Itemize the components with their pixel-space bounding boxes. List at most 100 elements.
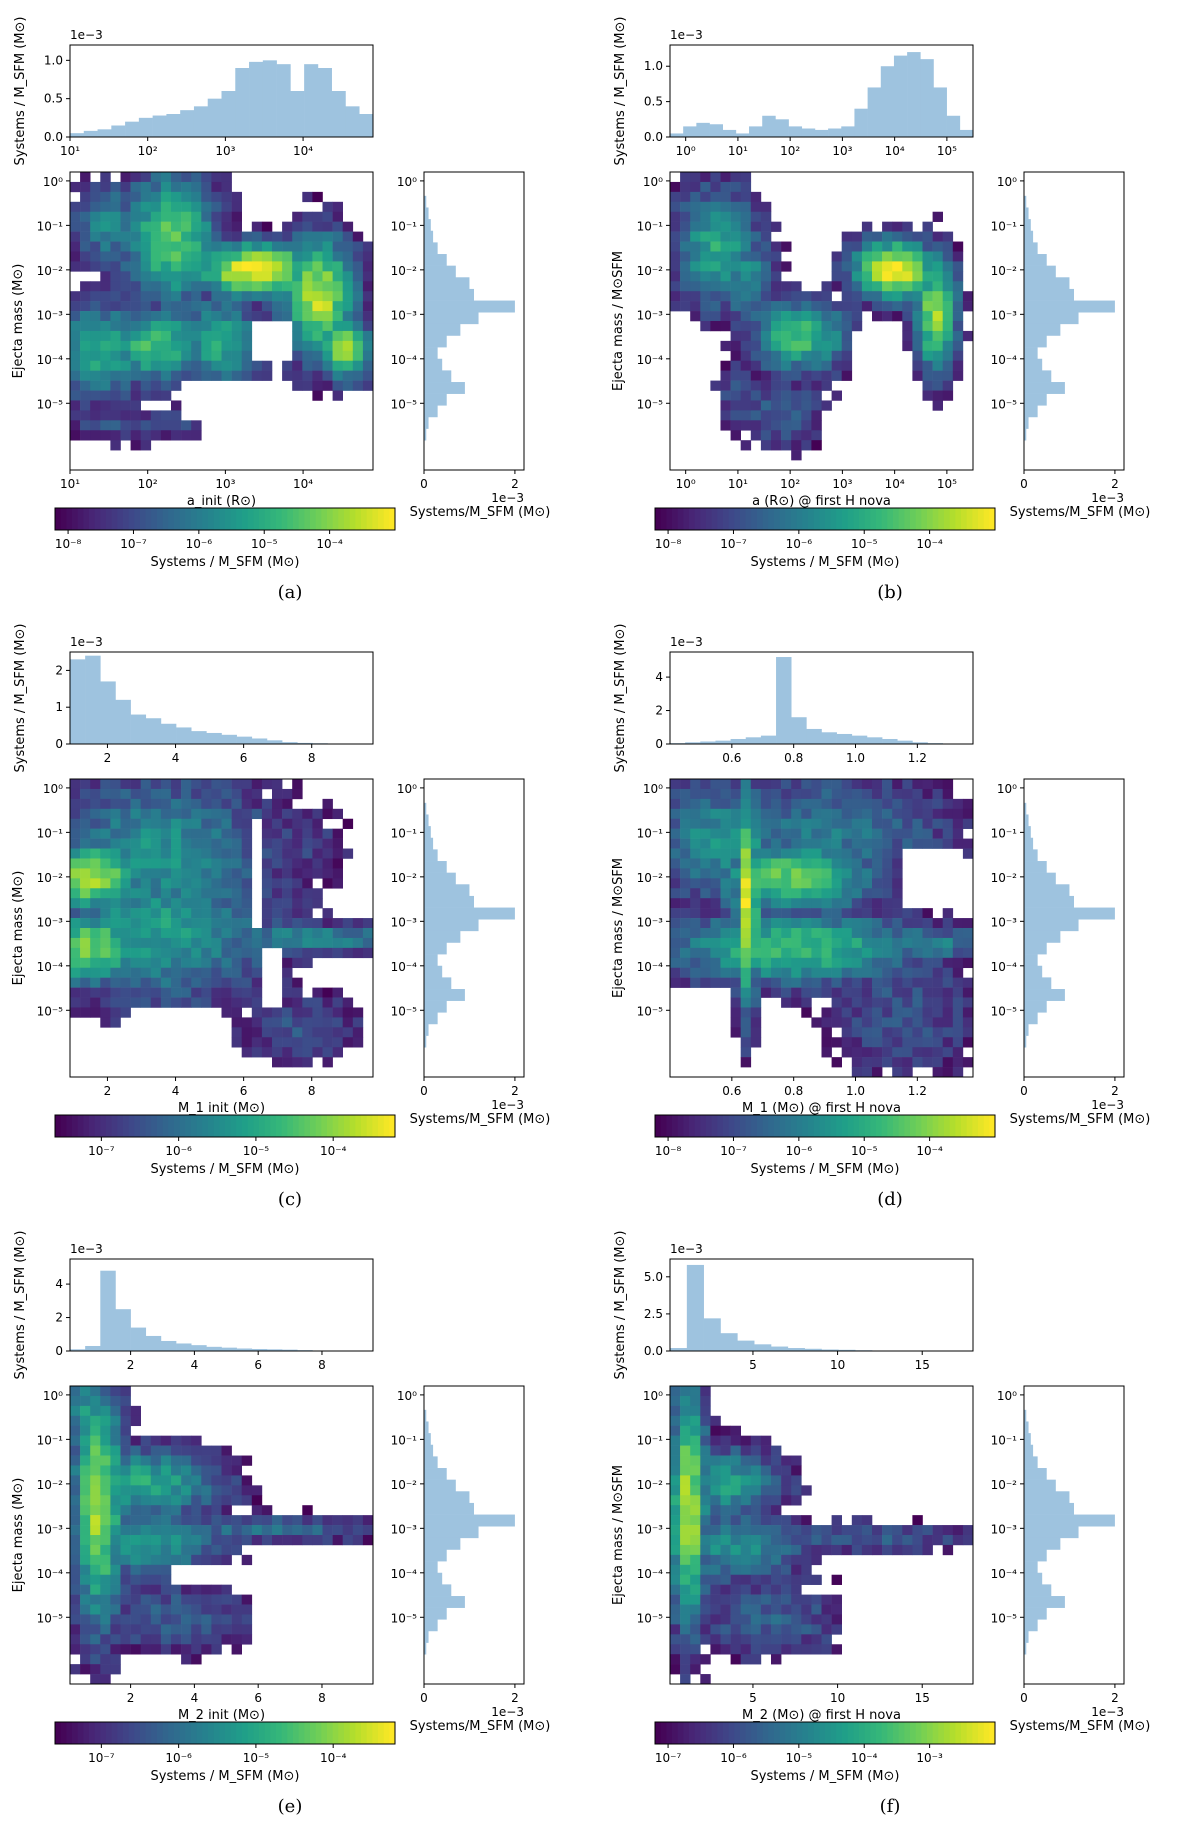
heatmap-cell <box>292 997 303 1008</box>
heatmap-cell <box>872 1067 883 1078</box>
heatmap-cell <box>942 321 954 332</box>
heatmap-cell <box>760 211 772 222</box>
heatmap-cell <box>80 380 91 391</box>
heatmap-cell <box>150 918 162 929</box>
heatmap-cell <box>352 241 364 252</box>
heatmap-cell <box>811 1604 822 1615</box>
colorbar-swatch <box>740 508 747 530</box>
heatmap-cell <box>892 967 903 978</box>
heatmap-cell <box>811 360 822 371</box>
heatmap-cell <box>201 1584 212 1595</box>
heatmap-xtick-label: 10¹ <box>728 477 748 491</box>
top-hist-xtick-label: 10¹ <box>60 144 80 158</box>
heatmap-cell <box>70 241 81 252</box>
colorbar-swatch <box>117 1115 124 1137</box>
heatmap-cell <box>201 898 212 909</box>
colorbar-swatch <box>978 508 985 530</box>
heatmap-cell <box>892 1007 903 1018</box>
heatmap-cell <box>181 818 192 829</box>
heatmap-cell <box>851 231 863 242</box>
heatmap-cell <box>302 1525 313 1536</box>
colorbar-swatch <box>94 508 101 530</box>
heatmap-xtick-label: 1.0 <box>846 1084 865 1098</box>
heatmap-ytick-label: 10⁻⁴ <box>37 1567 64 1581</box>
heatmap-cell <box>690 1455 701 1466</box>
heatmap-cell <box>851 967 863 978</box>
heatmap-cell <box>171 977 182 988</box>
heatmap-cell <box>902 221 913 232</box>
heatmap-cell <box>120 947 131 959</box>
heatmap-cell <box>80 311 91 322</box>
heatmap-cell <box>710 1624 721 1635</box>
colorbar-swatch <box>927 508 934 530</box>
heatmap-cell <box>801 1634 812 1645</box>
colorbar-swatch <box>881 508 888 530</box>
heatmap-cell <box>760 370 772 381</box>
colorbar-swatch <box>689 1722 696 1744</box>
heatmap-cell <box>811 321 822 332</box>
side-hist-bar <box>424 919 479 932</box>
heatmap-cell <box>791 808 802 820</box>
heatmap-cell <box>150 390 162 401</box>
heatmap-cell <box>851 1037 863 1048</box>
heatmap-cell <box>201 1515 212 1526</box>
heatmap-cell <box>140 997 152 1008</box>
heatmap-cell <box>811 977 822 988</box>
heatmap-cell <box>221 779 232 790</box>
heatmap-cell <box>211 967 222 978</box>
heatmap-cell <box>690 928 701 939</box>
heatmap-cell <box>700 191 711 203</box>
heatmap-cell <box>922 1027 933 1038</box>
colorbar-tick-label: 10⁻⁴ <box>916 537 943 551</box>
heatmap-cell <box>120 898 131 909</box>
heatmap-cell <box>191 311 202 322</box>
heatmap-cell <box>292 251 303 262</box>
heatmap-cell <box>231 858 242 869</box>
heatmap-cell <box>322 311 333 322</box>
top-hist-ytick-label: 0 <box>55 737 63 751</box>
side-hist-bar <box>424 300 515 313</box>
heatmap-cell <box>241 1515 253 1526</box>
heatmap-cell <box>292 947 303 959</box>
heatmap-cell <box>150 987 162 998</box>
colorbar-swatch <box>796 1115 803 1137</box>
heatmap-cell <box>332 211 343 222</box>
heatmap-cell <box>130 380 141 391</box>
heatmap-cell <box>292 858 303 869</box>
heatmap-cell <box>80 947 91 959</box>
heatmap-cell <box>302 908 313 919</box>
side-hist-ytick-label: 10⁻² <box>991 871 1018 885</box>
heatmap-cell <box>750 997 762 1008</box>
heatmap-cell <box>272 918 283 929</box>
colorbar-tick-label: 10⁻⁶ <box>165 1751 192 1765</box>
heatmap-cell <box>70 420 81 431</box>
heatmap-cell <box>140 957 152 969</box>
heatmap-cell <box>100 977 111 988</box>
top-hist-bar <box>775 119 789 137</box>
top-hist-offset: 1e−3 <box>670 1242 703 1256</box>
heatmap-cell <box>932 400 943 411</box>
side-hist-frame <box>1023 1385 1125 1685</box>
heatmap-cell <box>760 828 772 839</box>
heatmap-cell <box>231 908 242 919</box>
heatmap-cell <box>831 271 842 282</box>
heatmap-cell <box>861 1027 873 1038</box>
heatmap-cell <box>120 181 131 193</box>
heatmap-cell <box>171 987 182 998</box>
heatmap-cell <box>312 281 323 292</box>
heatmap-cell <box>670 1525 681 1536</box>
colorbar-swatch <box>904 508 911 530</box>
heatmap-cell <box>670 181 681 193</box>
colorbar-swatch <box>819 508 826 530</box>
heatmap-cell <box>282 888 293 899</box>
top-hist-ylabel: Systems / M_SFM (M⊙) <box>13 1231 28 1380</box>
heatmap-cell <box>942 957 954 969</box>
top-hist-bar <box>100 1270 116 1351</box>
heatmap-cell <box>912 1515 923 1526</box>
heatmap-cell <box>150 898 162 909</box>
heatmap-cell <box>851 311 863 322</box>
heatmap-cell <box>872 918 883 929</box>
top-hist-bar <box>821 732 837 744</box>
